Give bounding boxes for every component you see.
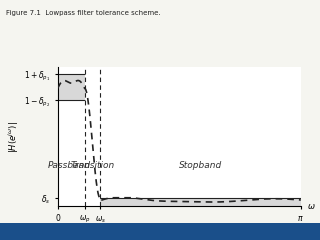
Text: Transition: Transition [70, 161, 115, 170]
Bar [58, 74, 85, 100]
Text: Figure 7.1  Lowpass filter tolerance scheme.: Figure 7.1 Lowpass filter tolerance sche… [6, 10, 161, 16]
Y-axis label: $|H(e^{j\omega})|$: $|H(e^{j\omega})|$ [6, 121, 21, 153]
Text: $\omega$: $\omega$ [307, 202, 316, 211]
Text: Passband: Passband [48, 161, 91, 170]
Bar [100, 198, 301, 206]
Text: Stopband: Stopband [179, 161, 222, 170]
